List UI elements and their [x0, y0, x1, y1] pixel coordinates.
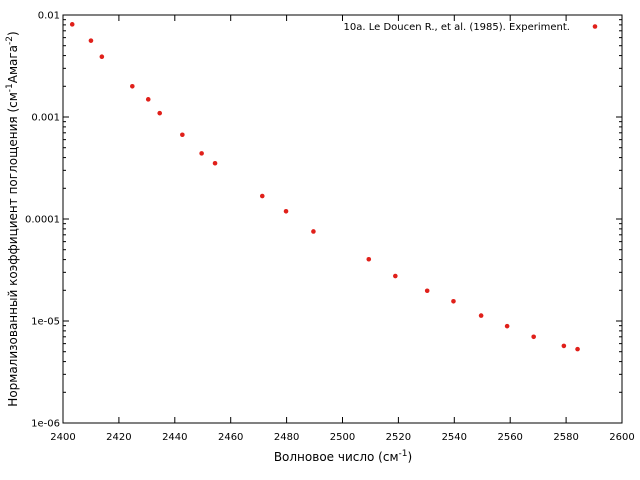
legend-label: 10a. Le Doucen R., et al. (1985). Experi…	[344, 22, 570, 33]
data-points	[69, 22, 580, 352]
y-tick-label: 0.001	[31, 113, 60, 124]
data-point	[424, 288, 430, 294]
x-tick-label: 2600	[609, 432, 634, 443]
data-point	[531, 334, 536, 340]
data-point	[212, 160, 218, 166]
data-point	[561, 343, 567, 349]
data-point	[478, 313, 484, 318]
data-point	[366, 256, 372, 262]
x-tick-label: 2520	[386, 432, 411, 443]
data-point	[393, 273, 398, 279]
plot-frame	[62, 14, 623, 424]
data-point	[88, 38, 94, 43]
x-tick-label: 2440	[162, 432, 187, 443]
data-point	[157, 110, 163, 116]
data-point	[199, 151, 204, 156]
x-tick-labels: 2400 2420 2440 2460 2480 2500 2520 2540 2560 2580…	[50, 432, 634, 443]
axis-ticks	[62, 14, 623, 424]
y-tick-labels: 1e-06 1e-05 0.0001 0.001 0.01	[25, 11, 60, 430]
x-axis-title: Волновое число (см-1)	[274, 449, 412, 464]
y-axis-title: Нормализованный коэффициент поглощения (…	[5, 31, 20, 406]
data-point	[504, 323, 510, 329]
data-point	[69, 22, 75, 27]
y-tick-label: 1e-06	[31, 419, 60, 430]
y-tick-label: 0.0001	[25, 215, 60, 226]
data-point	[130, 83, 135, 89]
x-tick-label: 2420	[106, 432, 131, 443]
data-point	[451, 299, 456, 304]
x-tick-label: 2480	[274, 432, 299, 443]
data-point	[180, 132, 185, 138]
y-tick-label: 0.01	[38, 11, 60, 22]
x-tick-label: 2500	[330, 432, 355, 443]
data-point	[311, 229, 316, 234]
y-tick-label: 1e-05	[31, 317, 60, 328]
data-point	[283, 208, 289, 214]
data-point	[99, 54, 105, 60]
legend-marker	[592, 24, 598, 29]
x-tick-label: 2560	[497, 432, 522, 443]
x-tick-label: 2580	[553, 432, 578, 443]
data-point	[575, 346, 580, 352]
data-point	[259, 193, 265, 199]
x-tick-label: 2460	[218, 432, 243, 443]
x-tick-label: 2540	[442, 432, 467, 443]
data-point	[145, 97, 151, 102]
x-tick-label: 2400	[50, 432, 75, 443]
